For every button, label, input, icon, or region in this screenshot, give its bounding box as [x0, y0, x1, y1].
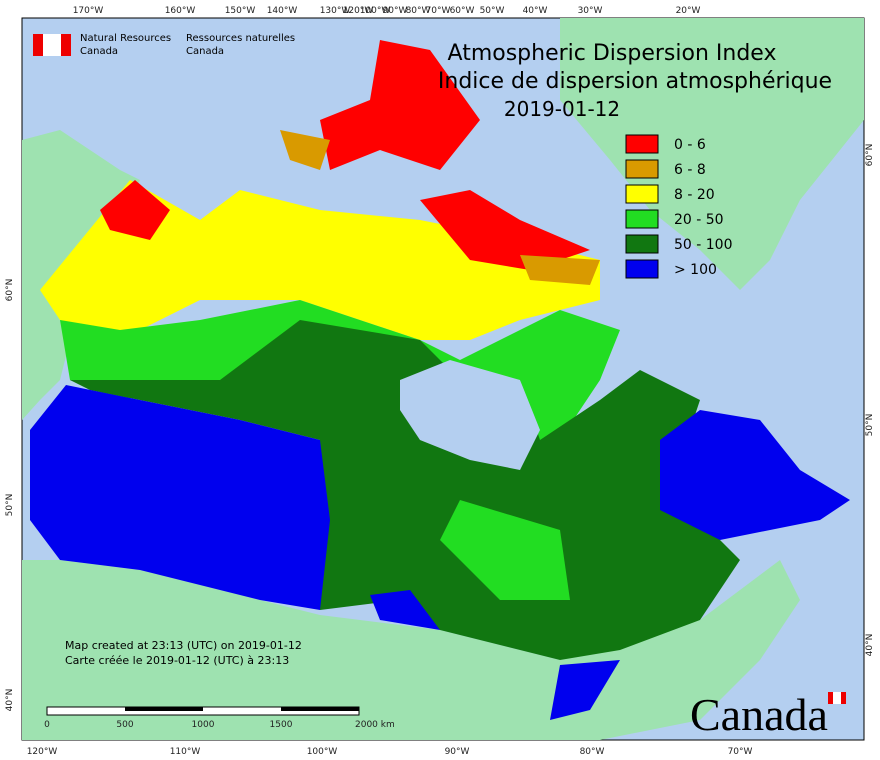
greenland	[560, 18, 864, 290]
legend-label: 8 - 20	[674, 187, 715, 203]
latitude-label: 60°N	[5, 279, 15, 302]
latitude-label: 40°N	[865, 634, 875, 657]
zone-20-50-south	[440, 500, 570, 600]
legend-swatch	[625, 184, 659, 204]
note: Map created at 23:13 (UTC) on 2019-01-12	[65, 639, 302, 652]
latitude-label: 40°N	[5, 689, 15, 712]
title: Atmospheric Dispersion Index	[448, 41, 777, 66]
longitude-label: 130°W	[320, 6, 351, 16]
longitude-label: 50°W	[480, 6, 505, 16]
longitude-label: 100°W	[360, 6, 391, 16]
date: 2019-01-12	[504, 97, 620, 121]
longitude-label: 140°W	[267, 6, 298, 16]
legend-swatch	[625, 134, 659, 154]
longitude-label: 70°W	[426, 6, 451, 16]
scale-label: 2000 km	[355, 720, 395, 730]
zone-6-8-north	[280, 130, 330, 170]
zone-100-east	[660, 410, 850, 540]
note: Carte créée le 2019-01-12 (UTC) à 23:13	[65, 654, 289, 667]
wordmark: Canada	[690, 689, 828, 740]
scale-label: 1000	[192, 720, 215, 730]
longitude-label: 80°W	[406, 6, 431, 16]
latitude-label: 50°N	[865, 414, 875, 437]
longitude-label: 120°W	[343, 6, 374, 16]
title: Indice de dispersion atmosphérique	[438, 69, 832, 94]
latitude-label: 60°N	[865, 144, 875, 167]
flag	[833, 692, 841, 704]
longitude-label: 170°W	[73, 6, 104, 16]
zone-0-6-north	[320, 40, 480, 170]
longitude-label: 70°W	[728, 747, 753, 757]
legend-label: 50 - 100	[674, 237, 733, 253]
legend-swatch	[625, 259, 659, 279]
longitude-label: 110°W	[170, 747, 201, 757]
zone-100-south	[370, 590, 620, 720]
longitude-label: 150°W	[225, 6, 256, 16]
agency: Ressources naturelles	[186, 33, 295, 44]
scale-bar	[125, 707, 203, 711]
legend-swatch	[625, 209, 659, 229]
zone-50-100	[70, 320, 740, 660]
hudson-bay	[400, 360, 540, 470]
longitude-label: 90°W	[383, 6, 408, 16]
zone-0-6-baffin	[420, 190, 590, 270]
legend-label: 0 - 6	[674, 137, 706, 153]
longitude-label: 80°W	[580, 747, 605, 757]
legend-label: 20 - 50	[674, 212, 724, 228]
longitude-label: 30°W	[578, 6, 603, 16]
longitude-label: 100°W	[307, 747, 338, 757]
legend-swatch	[625, 159, 659, 179]
scale-label: 500	[116, 720, 133, 730]
longitude-label: 20°W	[676, 6, 701, 16]
scale-label: 0	[44, 720, 50, 730]
usa	[22, 560, 800, 740]
longitude-label: 160°W	[165, 6, 196, 16]
agency: Canada	[80, 46, 118, 57]
longitude-label: 60°W	[450, 6, 475, 16]
agency: Canada	[186, 46, 224, 57]
longitude-label: 90°W	[445, 747, 470, 757]
scale-bar	[281, 707, 359, 711]
zone-0-6	[100, 180, 170, 240]
longitude-label: 40°W	[523, 6, 548, 16]
legend-label: > 100	[674, 262, 717, 278]
latitude-label: 50°N	[5, 494, 15, 517]
zone-6-8	[520, 255, 600, 285]
scale-label: 1500	[270, 720, 293, 730]
zone-100-west	[30, 385, 330, 610]
flag	[43, 34, 61, 56]
longitude-label: 120°W	[27, 747, 58, 757]
agency: Natural Resources	[80, 33, 171, 44]
legend-label: 6 - 8	[674, 162, 706, 178]
zone-8-20	[40, 180, 600, 340]
legend-swatch	[625, 234, 659, 254]
